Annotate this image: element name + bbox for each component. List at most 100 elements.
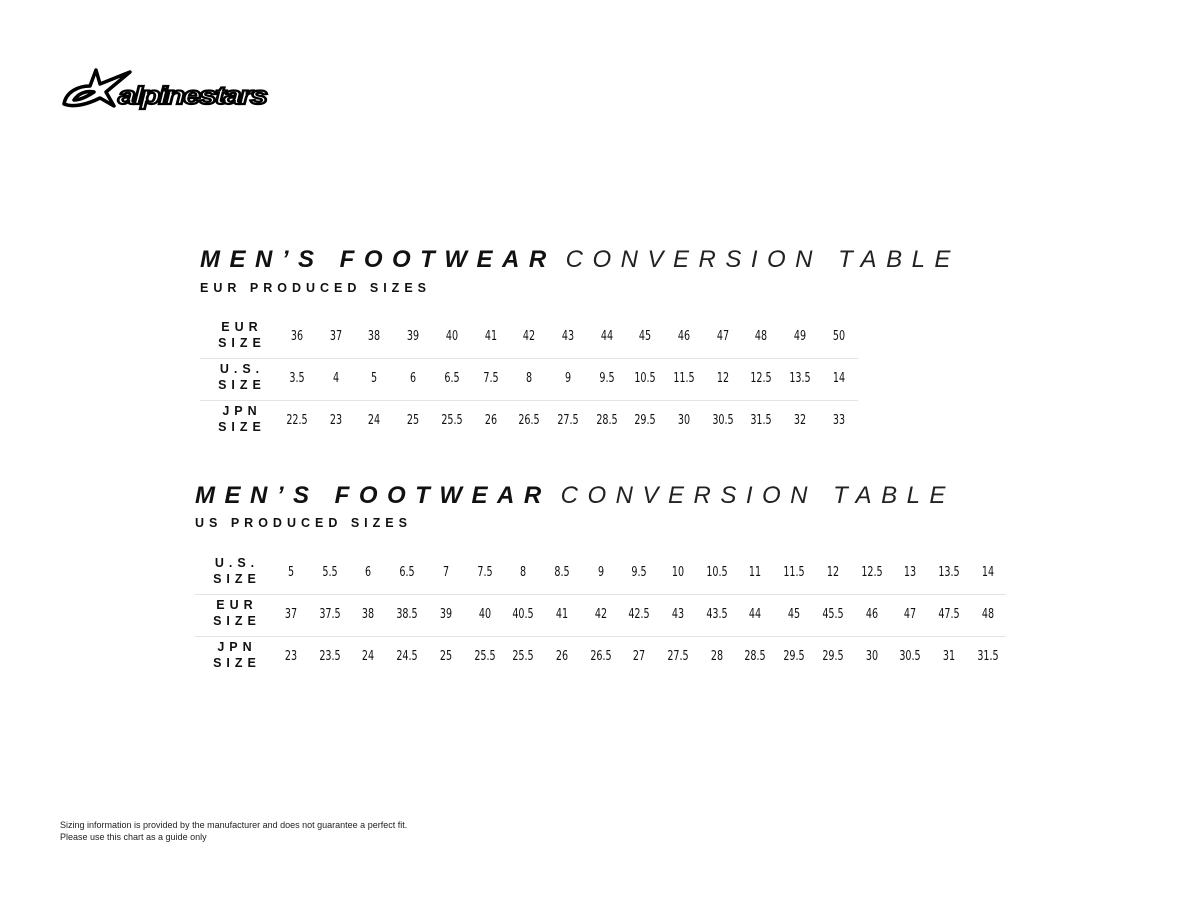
size-cell: 25.5 [473, 649, 496, 664]
size-cell: 3.5 [289, 371, 305, 386]
size-cell: 32 [793, 413, 807, 428]
size-cell: 11.5 [673, 371, 695, 386]
size-cell: 48 [755, 329, 768, 344]
size-cell: 13 [904, 565, 917, 580]
size-cell: 26.5 [518, 413, 540, 428]
size-cell: 12 [826, 565, 839, 580]
size-cell: 46 [677, 329, 691, 344]
size-cell: 44 [749, 607, 762, 622]
size-cell: 24 [368, 413, 381, 428]
size-cell: 27.5 [557, 413, 579, 428]
size-cell: 25 [439, 649, 452, 664]
size-cell: 47 [716, 329, 729, 344]
size-cell: 8 [520, 565, 527, 580]
size-cell: 14 [832, 371, 845, 386]
size-cell: 44 [600, 329, 613, 344]
size-cell: 30.5 [899, 649, 921, 664]
size-cell: 22.5 [286, 413, 308, 428]
size-cell: 42 [594, 607, 607, 622]
size-cell: 28 [710, 649, 723, 664]
row-label-bottom: SIZE [213, 572, 261, 586]
size-cell: 10.5 [706, 565, 728, 580]
size-cell: 23.5 [319, 649, 341, 664]
size-cell: 27 [633, 649, 646, 664]
alpinestars-logo: alpinestars [60, 64, 271, 112]
size-cell: 40 [478, 607, 491, 622]
size-cell: 13.5 [938, 565, 960, 580]
size-cell: 37 [284, 607, 298, 622]
row-label: JPN SIZE [218, 403, 266, 435]
size-cell: 13.5 [789, 371, 811, 386]
size-cell: 29.5 [783, 649, 805, 664]
size-cell: 41 [555, 607, 568, 622]
size-cell: 12.5 [860, 565, 883, 580]
size-cell: 47 [904, 607, 917, 622]
size-cell: 7.5 [482, 371, 499, 386]
size-cell: 5.5 [322, 565, 338, 580]
size-cell: 12 [716, 371, 729, 386]
star-logo-icon: alpinestars [62, 68, 271, 111]
title-bold: MEN’S FOOTWEAR [200, 246, 556, 273]
table-row: JPN SIZE 23 23.5 24 24.5 25 25.5 25.5 26 26.5 27 27.… [195, 637, 1006, 678]
size-cell: 37 [329, 329, 342, 344]
row-label: EUR SIZE [218, 319, 266, 351]
size-cell: 37.5 [319, 607, 341, 622]
us-table-title: MEN’S FOOTWEAR CONVERSION TABLE [195, 484, 955, 508]
size-cell: 30.5 [712, 413, 734, 428]
size-cell: 11 [749, 565, 762, 580]
row-label: U.S. SIZE [213, 555, 261, 587]
size-cell: 23 [284, 649, 298, 664]
size-cell: 38 [368, 329, 381, 344]
size-cell: 31.5 [750, 413, 773, 428]
row-label-bottom: SIZE [213, 656, 261, 670]
size-cell: 12.5 [750, 371, 773, 386]
size-cell: 5 [287, 565, 295, 580]
size-cell: 9 [597, 565, 604, 580]
row-label: U.S. SIZE [218, 361, 266, 393]
size-cell: 48 [981, 607, 994, 622]
size-cell: 9.5 [631, 565, 647, 580]
size-cell: 25 [406, 413, 420, 428]
row-label-bottom: SIZE [218, 420, 266, 434]
size-cell: 6 [365, 565, 372, 580]
size-cell: 31 [942, 649, 955, 664]
size-cell: 36 [290, 329, 304, 344]
table-row: EUR SIZE 37 37.5 38 38.5 39 40 40.5 41 42 42.5 43 43.… [195, 595, 1006, 637]
size-cell: 27.5 [667, 649, 689, 664]
size-cell: 9 [564, 371, 571, 386]
row-label-top: EUR [221, 320, 263, 334]
row-label-top: U.S. [214, 556, 260, 570]
row-label-top: JPN [222, 404, 262, 418]
size-cell: 5 [371, 371, 378, 386]
size-cell: 43.5 [706, 607, 728, 622]
size-cell: 29.5 [822, 649, 844, 664]
row-label-bottom: SIZE [218, 378, 266, 392]
size-cell: 11.5 [783, 565, 805, 580]
row-label-top: EUR [216, 598, 258, 612]
size-cell: 29.5 [634, 413, 656, 428]
row-label: JPN SIZE [213, 639, 261, 671]
size-cell: 8.5 [554, 565, 570, 580]
size-cell: 40 [445, 329, 458, 344]
size-cell: 6.5 [444, 371, 460, 386]
size-cell: 39 [439, 607, 452, 622]
title-bold: MEN’S FOOTWEAR [195, 482, 551, 509]
title-light: CONVERSION TABLE [565, 246, 960, 273]
disclaimer-line-2: Please use this chart as a guide only [60, 832, 207, 842]
size-cell: 8 [526, 371, 533, 386]
size-cell: 25.5 [441, 413, 463, 428]
us-conversion-table: U.S. SIZE 5 5.5 6 6.5 7 7.5 8 8.5 9 9.5 10 10.5 11 11.5… [195, 553, 1006, 678]
eur-conversion-table: EUR SIZE 36 37 38 39 40 41 42 43 44 45 46 47 48 49 50 U.S… [200, 317, 858, 442]
size-cell: 26 [484, 413, 497, 428]
row-label: EUR SIZE [213, 597, 261, 629]
size-cell: 39 [406, 329, 420, 344]
size-cell: 43 [561, 329, 574, 344]
size-cell: 43 [671, 607, 685, 622]
size-cell: 30 [677, 413, 691, 428]
size-cell: 24 [362, 649, 375, 664]
table-row: JPN SIZE 22.5 23 24 25 25.5 26 26.5 27.5 28.5 29.5 3… [200, 401, 858, 442]
size-cell: 7.5 [476, 565, 493, 580]
size-cell: 45.5 [822, 607, 844, 622]
size-cell: 23 [329, 413, 342, 428]
size-cell: 38 [362, 607, 375, 622]
